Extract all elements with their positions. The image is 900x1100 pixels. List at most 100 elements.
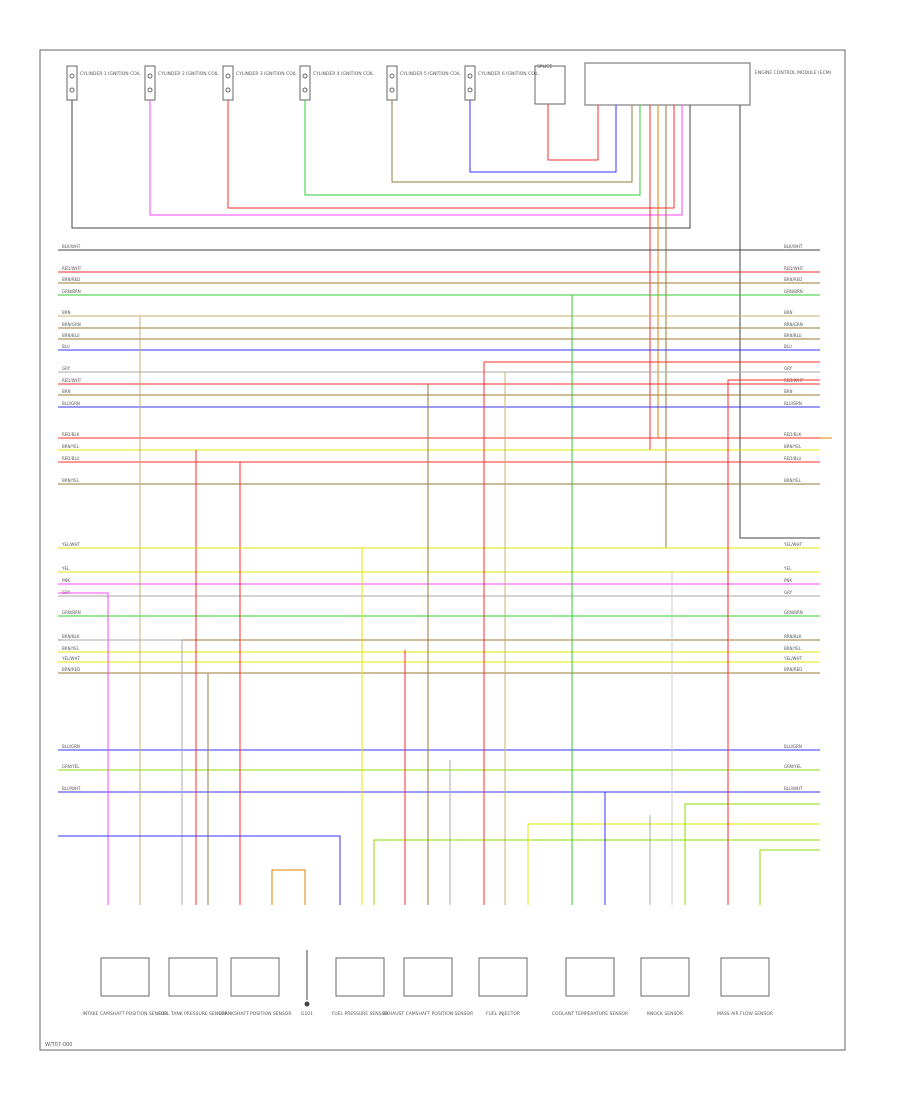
wire-label-left: RED/WHT <box>62 378 82 383</box>
harness-wire: BLU/GRN BLU/GRN <box>58 744 820 751</box>
harness-wire: BRN/RED BRN/RED <box>58 277 820 284</box>
wire-label-right: YEL <box>783 566 792 571</box>
wire-label-left: BLK/WHT <box>62 244 81 249</box>
wire-label-right: BRN/YEL <box>784 478 802 483</box>
harness-wire: GRN/BRN GRN/BRN <box>58 610 820 617</box>
bottom-component-4: G101 <box>301 1011 313 1017</box>
wire-label-left: BRN/BLU <box>62 333 80 338</box>
top-coil-3: CYLINDER 3 IGNITION COIL <box>222 65 297 101</box>
wire-label-left: YEL/WHT <box>61 656 81 661</box>
top-coil-label: CYLINDER 5 IGNITION COIL <box>400 71 461 77</box>
footer-code: W/T07-000 <box>45 1042 72 1048</box>
harness-wire: BRN/RED BRN/RED <box>58 667 820 674</box>
harness-wire: BRN BRN <box>58 389 820 396</box>
harness-wire: BRN/GRN BRN/GRN <box>58 322 820 329</box>
wire-label-right: GRN/BRN <box>784 289 803 294</box>
drop-green-4 <box>759 849 820 905</box>
drop-tan <box>60 315 141 905</box>
wire-label-right: BRN/GRN <box>784 322 803 327</box>
ecm-black-1 <box>739 105 820 539</box>
wire-label-left: GRY <box>62 366 71 371</box>
bottom-component-9: KNOCK SENSOR <box>640 957 690 1017</box>
wire-label-left: BLU/GRN <box>62 401 80 406</box>
drop-green-3 <box>684 803 820 905</box>
wire-label-right: BRN <box>784 389 793 394</box>
bottom-component-label: EXHAUST CAMSHAFT POSITION SENSOR <box>383 1011 473 1017</box>
top-coil-label: CYLINDER 1 IGNITION COIL <box>80 71 141 77</box>
wire-label-left: GRN/YEL <box>62 764 80 769</box>
wire-label-right: BLU/GRN <box>784 401 802 406</box>
wire-label-left: BRN/RED <box>62 667 80 672</box>
ecm-box <box>584 62 751 106</box>
wire-label-right: YEL/WHT <box>783 656 803 661</box>
coil2-wire <box>149 100 683 216</box>
bottom-component-8: COOLANT TEMPERATURE SENSOR <box>552 957 628 1017</box>
wire-label-right: BRN <box>784 310 793 315</box>
wire-label-left: BRN/BLK <box>62 634 80 639</box>
harness-wire: GRN/BRN GRN/BRN <box>58 289 820 296</box>
wire-label-right: BRN/YEL <box>784 444 802 449</box>
harness-wire: RED/BLU RED/BLU <box>58 456 820 463</box>
drop-yellow-2 <box>527 823 820 905</box>
harness-wire: GRY GRY <box>58 590 820 597</box>
top-coil-2: CYLINDER 2 IGNITION COIL <box>144 65 219 101</box>
harness-wire: YEL YEL <box>58 566 820 573</box>
bottom-component-label: COOLANT TEMPERATURE SENSOR <box>552 1011 628 1017</box>
wire-label-right: BRN/RED <box>784 277 802 282</box>
wire-label-right: RED/BLK <box>784 432 802 437</box>
wire-label-left: YEL <box>61 566 70 571</box>
bottom-component-label: KNOCK SENSOR <box>647 1011 683 1017</box>
top-coil-label: CYLINDER 2 IGNITION COIL <box>158 71 219 77</box>
top-coil-label: CYLINDER 6 IGNITION COIL <box>478 71 539 77</box>
wire-label-left: BRN/YEL <box>62 444 80 449</box>
wire-label-left: BRN/YEL <box>62 646 80 651</box>
drop-yellow-1 <box>58 547 363 905</box>
wire-label-left: BLU/GRN <box>62 744 80 749</box>
ecm-label: ENGINE CONTROL MODULE (ECM) <box>755 70 832 76</box>
top-coil-1: CYLINDER 1 IGNITION COIL <box>66 65 141 101</box>
harness-wire: BRN/YEL BRN/YEL <box>58 646 820 653</box>
coil3-wire <box>227 100 675 209</box>
wire-label-right: RED/BLU <box>784 456 802 461</box>
harness-wire: RED/WHT RED/WHT <box>58 266 820 273</box>
harness-wire: BLU/GRN BLU/GRN <box>58 401 820 408</box>
top-coil-6: CYLINDER 6 IGNITION COIL <box>464 65 539 101</box>
wire-label-left: YEL/WHT <box>61 542 81 547</box>
top-coils: CYLINDER 1 IGNITION COIL CYLINDER 2 IGNIT… <box>66 65 539 101</box>
drop-green-1 <box>373 839 820 905</box>
wire-label-right: BRN/RED <box>784 667 802 672</box>
splice-label: SPLICE <box>537 64 553 70</box>
wire-label-right: RED/WHT <box>784 266 804 271</box>
bottom-component-label: MASS AIR FLOW SENSOR <box>717 1011 773 1017</box>
wire-label-right: BRN/BLK <box>784 634 802 639</box>
wire-label-left: RED/WHT <box>62 266 82 271</box>
harness-wire: YEL/WHT YEL/WHT <box>58 542 820 549</box>
wire-label-right: GRY <box>784 366 793 371</box>
wire-label-left: GRN/BRN <box>62 289 81 294</box>
wire-label-right: BLK/WHT <box>784 244 803 249</box>
harness-wire: RED/WHT RED/WHT <box>58 378 820 385</box>
harness-wire: GRN/YEL GRN/YEL <box>58 764 820 771</box>
bottom-component-label: CRANKSHAFT POSITION SENSOR <box>219 1011 292 1017</box>
coil4-wire <box>304 100 641 196</box>
wire-label-right: GRN/YEL <box>784 764 802 769</box>
harness-wire: BRN/BLK BRN/BLK <box>58 634 820 641</box>
wire-label-left: RED/BLK <box>62 432 80 437</box>
coil6-wire <box>469 100 617 173</box>
bottom-component-label: FUEL TANK PRESSURE SENSOR <box>158 1011 228 1017</box>
wire-label-left: BRN/RED <box>62 277 80 282</box>
wire-label-right: BLU/GRN <box>784 744 802 749</box>
harness-wire: BRN BRN <box>58 310 820 317</box>
drop-red-5 <box>727 379 820 905</box>
wire-label-left: PNK <box>62 578 70 583</box>
splice-wire <box>547 104 599 161</box>
bottom-component-3: CRANKSHAFT POSITION SENSOR <box>219 957 292 1017</box>
diagram-frame <box>39 49 846 1051</box>
harness-wire: BRN/YEL BRN/YEL <box>58 478 820 485</box>
bottom-component-7: FUEL INJECTOR <box>478 957 528 1017</box>
top-coil-label: CYLINDER 4 IGNITION COIL <box>313 71 374 77</box>
harness-wire: BLU BLU <box>58 344 820 351</box>
harness-wire: PNK PNK <box>58 578 820 585</box>
coil1-wire <box>71 100 691 229</box>
